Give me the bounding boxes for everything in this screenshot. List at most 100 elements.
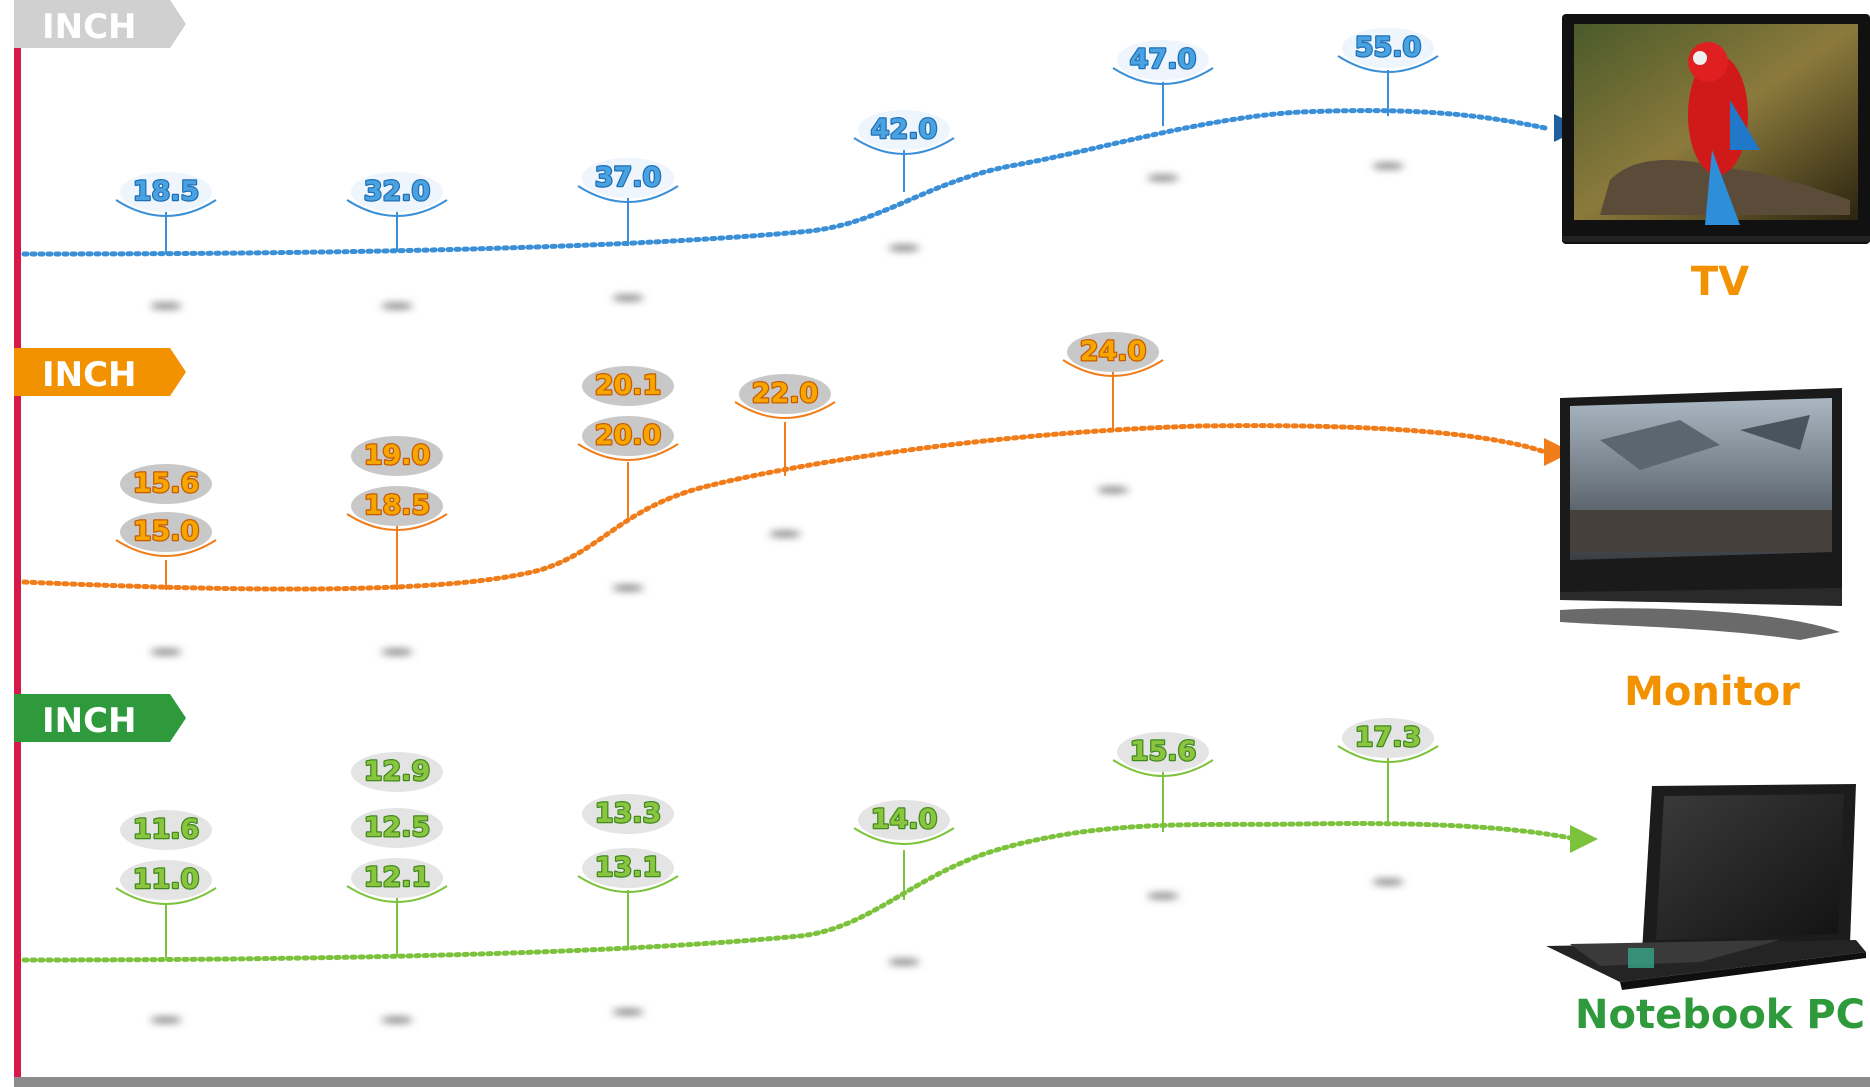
value-pill: [858, 110, 950, 150]
shadow-dash: [888, 959, 920, 965]
tag-label: INCH: [42, 355, 137, 395]
shadow-dash: [612, 1009, 644, 1015]
shadow-dash: [1147, 175, 1179, 181]
inch-tag: INCH: [14, 694, 186, 742]
size-point: 47.0: [1112, 40, 1214, 181]
pill-rim: [1062, 359, 1164, 377]
trend-line: [21, 108, 1548, 257]
device-label: Notebook PC: [1575, 992, 1865, 1038]
inch-tag: INCH: [14, 0, 186, 48]
pill-rim: [115, 539, 217, 557]
value-pill: [351, 808, 443, 848]
value-pill: [120, 172, 212, 212]
size-point: 12.9 12.5 12.1: [346, 752, 448, 1023]
value-pill: [582, 794, 674, 834]
tag-label: INCH: [42, 7, 137, 47]
shadow-dash: [612, 295, 644, 301]
pill-rim: [346, 199, 448, 217]
value-pill: [351, 858, 443, 898]
arrow-icon: [1544, 438, 1572, 466]
value-label: 22.0: [752, 378, 819, 409]
pill-rim: [853, 137, 955, 155]
value-label: 32.0: [364, 176, 431, 207]
shadow-dash: [150, 649, 182, 655]
shadow-dash: [381, 649, 413, 655]
value-label: 12.5: [364, 812, 431, 843]
size-point: 18.5: [115, 172, 217, 309]
value-pill: [1117, 732, 1209, 772]
trend-line: [21, 423, 1548, 592]
pill-rim: [1337, 745, 1439, 763]
device-label: Monitor: [1624, 669, 1800, 715]
size-point: 42.0: [853, 110, 955, 251]
value-pill: [351, 436, 443, 476]
pill-rim: [577, 875, 679, 893]
arrow-icon: [1570, 825, 1598, 853]
tag-label: INCH: [42, 701, 137, 741]
value-pill: [582, 416, 674, 456]
pill-rim: [346, 513, 448, 531]
tv-icon: [1562, 14, 1870, 244]
value-pill: [1117, 40, 1209, 80]
value-pill: [351, 486, 443, 526]
value-pill: [582, 158, 674, 198]
shadow-dash: [381, 1017, 413, 1023]
value-label: 14.0: [871, 804, 938, 835]
value-label: 20.0: [595, 420, 662, 451]
value-label: 15.6: [133, 468, 200, 499]
value-label: 15.6: [1130, 736, 1197, 767]
size-point: 11.6 11.0: [115, 810, 217, 1023]
size-point: 37.0: [577, 158, 679, 301]
value-label: 18.5: [364, 490, 431, 521]
value-label: 12.1: [364, 862, 431, 893]
monitor-icon: [1560, 388, 1842, 640]
pill-rim: [346, 885, 448, 903]
shadow-dash: [1097, 487, 1129, 493]
size-point: 32.0: [346, 172, 448, 309]
value-pill: [351, 752, 443, 792]
shadow-dash: [1372, 879, 1404, 885]
value-label: 42.0: [871, 114, 938, 145]
pill-rim: [115, 887, 217, 905]
size-point: 20.1 20.0: [577, 366, 679, 591]
value-pill: [120, 810, 212, 850]
bottom-rule: [14, 1077, 1870, 1087]
value-label: 15.0: [133, 516, 200, 547]
shadow-dash: [888, 245, 920, 251]
value-pill: [582, 366, 674, 406]
value-pill: [1342, 28, 1434, 68]
size-point: 24.0: [1062, 332, 1164, 493]
value-label: 47.0: [1130, 44, 1197, 75]
shadow-dash: [1372, 163, 1404, 169]
inch-tag: INCH: [14, 348, 186, 396]
pill-rim: [1337, 55, 1439, 73]
pill-rim: [115, 199, 217, 217]
size-point: 55.0: [1337, 28, 1439, 169]
device-label: TV: [1691, 259, 1749, 305]
value-pill: [351, 172, 443, 212]
shadow-dash: [150, 303, 182, 309]
value-label: 24.0: [1080, 336, 1147, 367]
trend-line: [21, 821, 1579, 963]
value-pill: [120, 860, 212, 900]
shadow-dash: [1147, 893, 1179, 899]
value-pill: [739, 374, 831, 414]
size-point: 14.0: [853, 800, 955, 965]
value-pill: [582, 848, 674, 888]
size-point: 15.6: [1112, 732, 1214, 899]
value-label: 13.3: [595, 798, 662, 829]
pill-rim: [577, 443, 679, 461]
value-label: 18.5: [133, 176, 200, 207]
row-tv: INCH TV 18.5 32.0 37.0 42.0 47.0 55.0: [14, 0, 1749, 309]
value-label: 11.6: [133, 814, 200, 845]
value-pill: [120, 512, 212, 552]
row-monitor: INCH Monitor 15.6 15.0 19.0 18.5 20.1 20.0 22.0 2…: [14, 332, 1800, 715]
pill-rim: [1112, 759, 1214, 777]
shadow-dash: [381, 303, 413, 309]
shadow-dash: [769, 531, 801, 537]
laptop-icon: [1546, 784, 1866, 990]
value-label: 37.0: [595, 162, 662, 193]
pill-rim: [1112, 67, 1214, 85]
value-label: 55.0: [1355, 32, 1422, 63]
